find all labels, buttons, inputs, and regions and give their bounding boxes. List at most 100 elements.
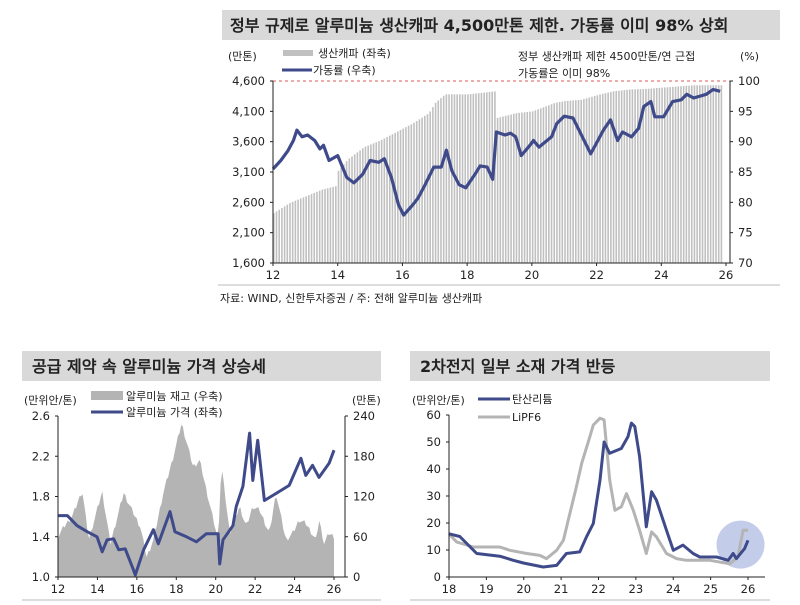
capacity-bar: [653, 88, 655, 263]
capacity-bar: [650, 88, 653, 263]
capacity-bar: [375, 142, 378, 263]
capacity-bar: [299, 198, 302, 263]
capacity-bar: [370, 144, 372, 263]
capacity-bar: [499, 117, 502, 263]
capacity-bar: [531, 111, 534, 263]
capacity-bar: [580, 99, 582, 263]
capacity-bar: [464, 94, 467, 263]
x-tick-label: 20: [525, 268, 540, 282]
capacity-bar: [631, 89, 634, 264]
capacity-bar: [626, 89, 628, 264]
capacity-bar: [515, 113, 518, 263]
x-tick-label: 24: [654, 268, 669, 282]
capacity-bar: [289, 202, 291, 263]
capacity-bar: [647, 88, 650, 263]
capacity-bar: [534, 110, 537, 263]
capacity-bar: [448, 94, 450, 263]
capacity-bar: [607, 92, 609, 263]
capacity-bar: [275, 211, 278, 263]
legend-capacity-label: 생산캐파 (좌축): [318, 47, 391, 60]
capacity-bar: [329, 187, 332, 263]
capacity-bar: [507, 115, 510, 263]
capacity-bar: [680, 86, 682, 263]
capacity-bar: [273, 213, 275, 263]
capacity-bar: [623, 90, 626, 263]
capacity-bar: [655, 88, 658, 263]
capacity-bar: [488, 91, 491, 263]
capacity-bar: [496, 117, 499, 263]
capacity-bar: [564, 101, 566, 264]
capacity-bar: [545, 106, 547, 264]
capacity-bar: [437, 100, 440, 263]
y-left-tick-label: 3,100: [232, 165, 265, 179]
capacity-bar: [318, 190, 321, 263]
capacity-bar: [434, 102, 437, 263]
capacity-bar: [569, 100, 572, 263]
capacity-utilization-chart: 정부 규제로 알루미늄 생산캐파 4,500만톤 제한. 가동률 이미 98% …: [218, 10, 780, 305]
x-tick-label: 24: [287, 582, 302, 596]
legend-lithium-carbonate-label: 탄산리튬: [512, 393, 552, 406]
y-right-tick-label: 95: [738, 104, 753, 118]
capacity-bar: [550, 104, 553, 263]
capacity-bar: [558, 102, 561, 263]
capacity-bar: [556, 102, 558, 263]
chart3-unit: (만위안/톤): [412, 394, 465, 407]
capacity-bar: [658, 87, 661, 264]
capacity-bar: [674, 86, 677, 263]
capacity-bar: [575, 100, 577, 263]
chart1-annotation-line1: 정부 생산캐파 제한 4500만톤/연 근접: [518, 50, 695, 63]
capacity-bar: [388, 135, 391, 263]
x-tick-label: 19: [479, 582, 494, 596]
capacity-bar: [639, 89, 642, 263]
capacity-bar: [510, 114, 512, 263]
legend-inventory-swatch: [91, 391, 123, 400]
capacity-bar: [645, 88, 647, 264]
x-tick-label: 12: [51, 582, 66, 596]
y-left-tick-label: 40: [426, 462, 441, 476]
x-tick-label: 18: [460, 268, 475, 282]
capacity-bar: [529, 111, 531, 264]
capacity-bar: [494, 91, 496, 264]
x-tick-label: 18: [169, 582, 184, 596]
capacity-bar: [610, 91, 612, 263]
capacity-bar: [561, 101, 564, 263]
capacity-bar: [637, 89, 639, 263]
capacity-bar: [523, 112, 526, 263]
chart3-title-bar: [410, 351, 770, 381]
capacity-bar: [361, 148, 364, 263]
capacity-bar: [709, 85, 712, 263]
lithium-carbonate-line: [448, 421, 750, 569]
y-right-tick-label: 85: [738, 165, 753, 179]
y-right-tick-label: 240: [353, 409, 375, 423]
capacity-bar: [628, 89, 631, 263]
capacity-bar: [326, 188, 329, 263]
capacity-bar: [321, 189, 324, 263]
capacity-bar: [432, 107, 434, 263]
capacity-bar: [618, 90, 620, 263]
y-left-tick-label: 1,600: [232, 256, 265, 270]
y-left-tick-label: 3,600: [232, 135, 265, 149]
x-tick-label: 14: [330, 268, 345, 282]
capacity-bar: [572, 100, 574, 263]
capacity-bar: [313, 192, 316, 263]
x-tick-label: 22: [589, 268, 604, 282]
capacity-bar: [297, 199, 299, 263]
y-left-tick-label: 1.8: [32, 490, 50, 504]
capacity-bar: [642, 88, 645, 263]
y-right-tick-label: 80: [738, 195, 753, 209]
capacity-bar: [577, 100, 580, 264]
utilization-line: [271, 87, 721, 217]
capacity-bar: [348, 158, 351, 263]
y-left-tick-label: 2,600: [232, 195, 265, 209]
y-right-tick-label: 60: [353, 530, 368, 544]
battery-material-price-chart: 2차전지 일부 소재 가격 반등 (만위안/톤) 탄산리튬 LiPF6 18 19…: [410, 351, 770, 601]
capacity-bar: [542, 107, 545, 264]
capacity-bar: [407, 125, 410, 263]
x-tick-label: 20: [208, 582, 223, 596]
capacity-bar: [696, 85, 698, 263]
y-right-tick-label: 120: [353, 490, 375, 504]
capacity-bar: [440, 98, 442, 263]
capacity-bar: [413, 122, 415, 263]
y-left-tick-label: 10: [426, 543, 441, 557]
capacity-bar: [475, 93, 477, 263]
